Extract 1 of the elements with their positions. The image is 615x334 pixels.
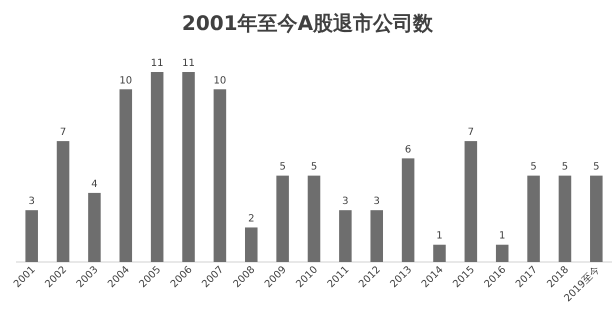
title: 2001年至今A股退市公司数 (182, 11, 434, 35)
